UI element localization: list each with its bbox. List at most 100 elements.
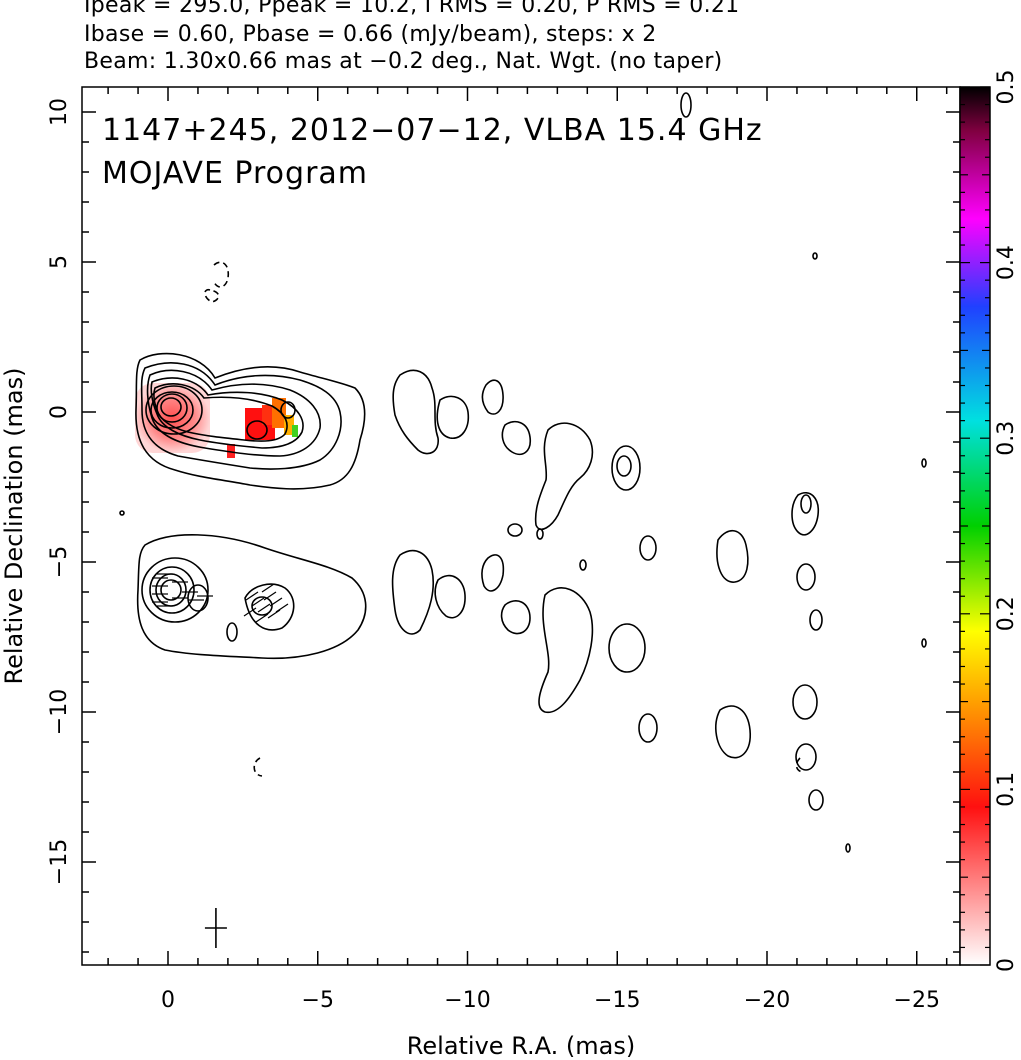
contour-blob-m: [507, 523, 523, 537]
y-tick-label: 5: [47, 255, 72, 269]
contour-7: [150, 391, 194, 429]
axis-tick-labels: 0 −5 −10 −15 −20 −25 10 5 0 −5 −10 −15: [47, 98, 940, 1013]
knot-pol-vector: [243, 607, 257, 617]
plot-annotation-line-1: 1147+245, 2012−07−12, VLBA 15.4 GHz: [102, 113, 763, 148]
contour-3: [146, 369, 321, 457]
contour-blob-b: [436, 395, 470, 439]
p-contour-core-2: [149, 566, 195, 614]
contour-2: [140, 362, 342, 470]
colorbar-tick-labels: 0 0.1 0.2 0.3 0.4 0.5: [994, 70, 1019, 973]
x-tick-label: −25: [894, 988, 940, 1013]
colorbar-tick-label: 0: [994, 958, 1019, 972]
knot-pol-patch-4: [284, 415, 294, 435]
header-line-1: Ipeak = 295.0, Ppeak = 10.2, I RMS = 0.2…: [84, 0, 740, 18]
header-line-2: Ibase = 0.60, Pbase = 0.66 (mJy/beam), s…: [84, 22, 657, 47]
contour-blob-a: [392, 369, 439, 455]
p-contour-blob-e: [538, 587, 594, 714]
p-contour-blob-b: [434, 574, 466, 619]
y-tick-label: −10: [47, 689, 72, 735]
p-contour-blob-a: [391, 549, 435, 635]
contour-knot-2: [280, 401, 296, 419]
axis-ticks: [82, 87, 960, 965]
polarized-intensity-contours: [136, 534, 927, 853]
contour-9: [160, 397, 182, 417]
y-tick-label: 0: [47, 405, 72, 419]
contour-6: [145, 385, 203, 435]
beam-marker: [204, 908, 227, 948]
contour-blob-s: [119, 510, 125, 516]
knot-pol-vector: [245, 591, 259, 601]
p-contour-knot-1: [187, 584, 209, 612]
contour-neg-b: [204, 288, 220, 303]
colorbar-tick-label: 0.3: [994, 421, 1019, 456]
colorbar-tick-label: 0.5: [994, 70, 1019, 105]
knot-pol-vector: [269, 597, 283, 607]
colorbar-tick-label: 0.1: [994, 772, 1019, 807]
contour-blob-n: [536, 528, 544, 540]
x-tick-label: 0: [161, 988, 175, 1013]
p-contour-blob-d: [500, 600, 531, 635]
knot-pol-patch-5: [292, 425, 298, 437]
contour-blob-f: [611, 445, 641, 491]
x-axis-title: Relative R.A. (mas): [407, 1032, 635, 1060]
p-contour-blob-m: [921, 638, 927, 648]
x-tick-label: −15: [594, 988, 640, 1013]
contour-blob-l: [796, 563, 816, 591]
contour-knot: [246, 420, 268, 440]
p-contour-blob-j: [795, 743, 817, 771]
contour-blob-d: [501, 420, 532, 456]
p-contour-blob-c: [481, 554, 505, 592]
y-tick-label: 10: [47, 98, 72, 126]
contour-blob-g: [616, 455, 632, 477]
x-tick-label: −5: [302, 988, 334, 1013]
colorbar-ticks: [960, 86, 990, 966]
contour-blob-p: [680, 92, 692, 118]
knot-pol-vector: [257, 603, 271, 613]
colorbar-tick-label: 0.4: [994, 245, 1019, 280]
knot-pol-vector: [263, 591, 277, 601]
contour-blob-h: [791, 491, 820, 536]
contour-blob-c: [481, 379, 504, 415]
x-tick-label: −10: [444, 988, 490, 1013]
y-tick-label: −5: [47, 546, 72, 578]
p-contour-core-1: [141, 557, 209, 623]
knot-pol-vector: [255, 613, 269, 623]
p-contour-outer: [136, 534, 367, 660]
polarization-vectors: [152, 573, 289, 623]
contour-blob-j: [716, 530, 749, 583]
knot-pol-vector: [261, 583, 275, 593]
contour-blob-e: [534, 422, 594, 531]
contour-blob-q: [812, 252, 818, 260]
contour-outer: [135, 352, 366, 490]
p-contour-blob-h: [638, 713, 658, 743]
x-tick-label: −20: [744, 988, 790, 1013]
y-axis-title: Relative Declination (mas): [0, 367, 28, 684]
p-contour-neg-b: [795, 757, 805, 773]
knot-pol-patch-6: [227, 444, 235, 458]
p-contour-blob-i: [792, 684, 818, 720]
contour-blob-i: [800, 494, 812, 514]
contour-neg-a: [213, 261, 230, 288]
p-contour-neg-a: [253, 757, 263, 777]
plot-annotation-line-2: MOJAVE Program: [102, 156, 368, 191]
contour-blob-o: [579, 559, 587, 571]
p-contour-blob-l: [809, 609, 823, 631]
p-contour-blob-n: [845, 843, 851, 853]
p-contour-blob-f: [608, 623, 646, 673]
colorbar-tick-label: 0.2: [994, 596, 1019, 631]
p-contour-core-4: [160, 579, 182, 601]
p-contour-blob-g: [715, 705, 751, 759]
contour-blob-k: [639, 535, 657, 561]
contour-8: [156, 393, 188, 423]
contour-4: [150, 377, 304, 449]
knot-pol-vector: [267, 609, 281, 619]
p-contour-knot-2: [244, 583, 295, 631]
contour-blob-r: [921, 458, 927, 468]
y-tick-label: −15: [47, 839, 72, 885]
stokes-i-contours: [119, 92, 927, 591]
p-contour-blob-k: [808, 789, 824, 811]
p-contour-knot-4: [226, 622, 238, 642]
knot-pol-vector: [251, 597, 265, 607]
header-line-3: Beam: 1.30x0.66 mas at −0.2 deg., Nat. W…: [84, 49, 723, 74]
